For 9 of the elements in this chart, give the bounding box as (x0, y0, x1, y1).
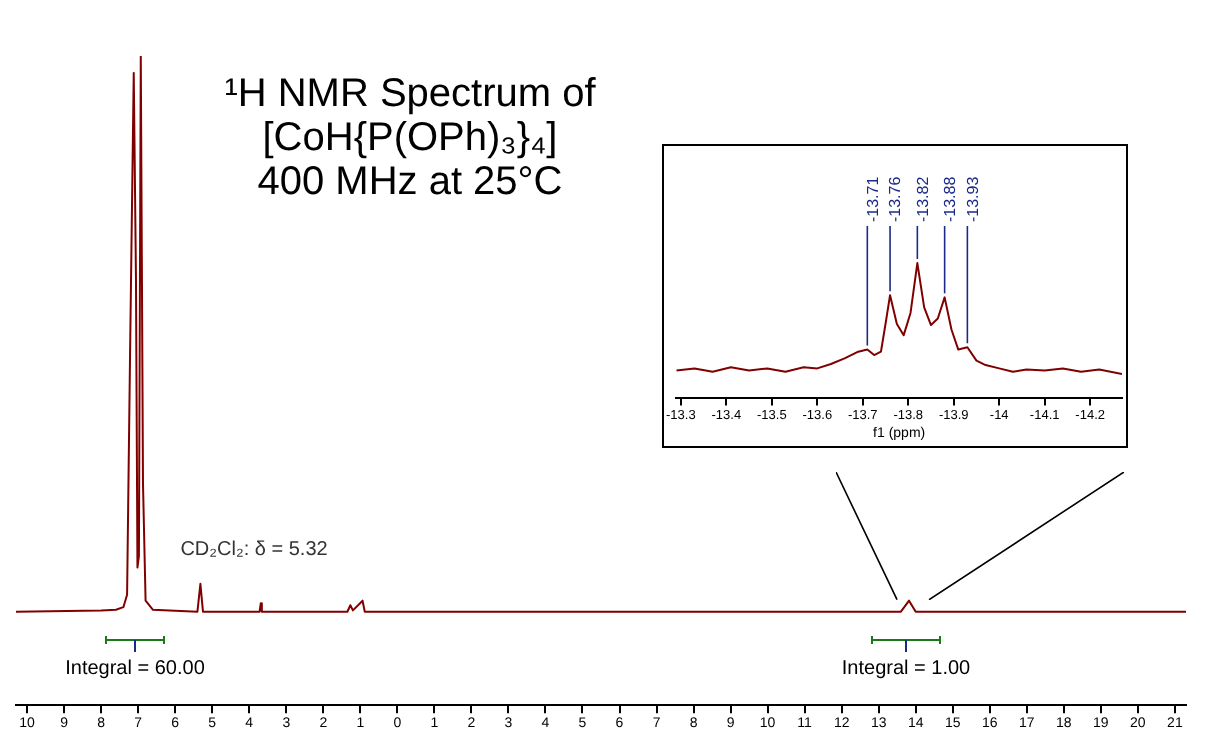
annotation: -13.76 (886, 175, 905, 222)
annotation: CD₂Cl₂: δ = 5.32 (180, 539, 329, 562)
text: ¹H NMR Spectrum of [CoH{P(OPh)₃}₄] 400 MHz at 25°C (222, 72, 598, 204)
annotation: -13.71 (863, 175, 882, 222)
annotation: Integral = 60.00 (65, 657, 206, 680)
annotation: -13.82 (913, 175, 932, 222)
annotation: -13.93 (963, 175, 982, 222)
annotation: -13.88 (941, 175, 960, 222)
annotation: Integral = 1.00 (841, 657, 972, 680)
